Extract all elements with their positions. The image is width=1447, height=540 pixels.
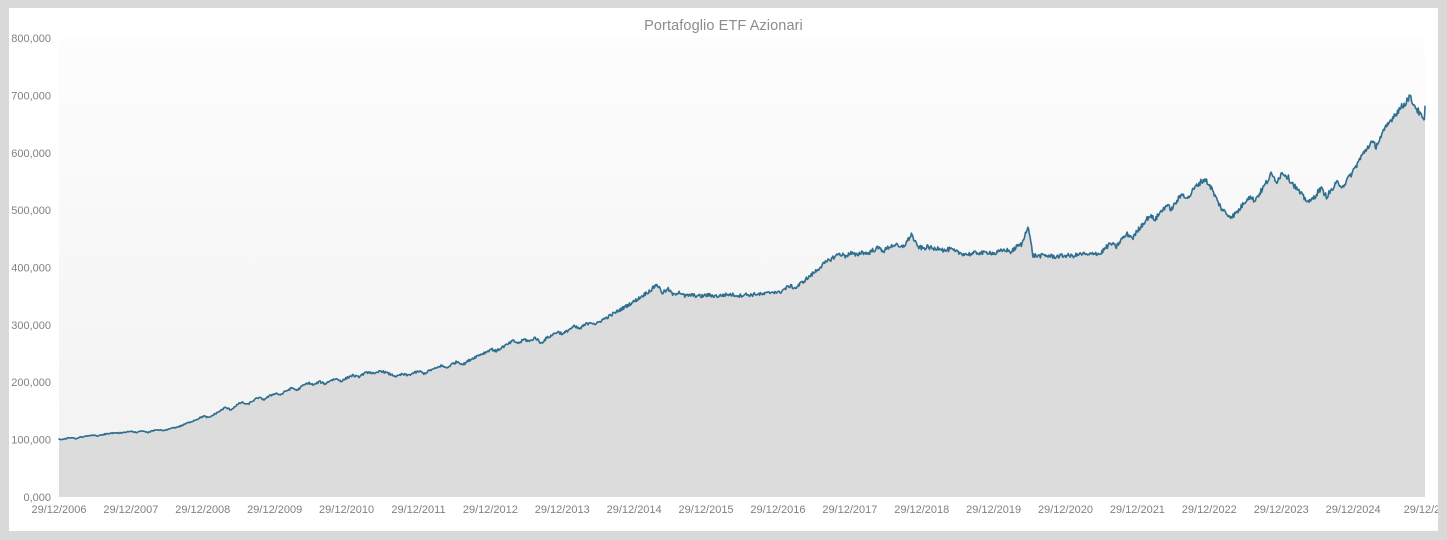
series-area	[59, 95, 1425, 497]
x-axis-tick-label: 29/12/2018	[894, 504, 949, 516]
series-line	[58, 94, 1426, 441]
x-axis-tick-label: 29/12/2021	[1110, 504, 1165, 516]
x-axis-tick-label: 29/12/2014	[607, 504, 662, 516]
y-axis-tick-label: 500,000	[11, 205, 51, 217]
x-axis-tick-label: 29/12/2019	[966, 504, 1021, 516]
x-axis-tick-label: 29/12/2016	[750, 504, 805, 516]
chart-title: Portafoglio ETF Azionari	[644, 18, 803, 34]
chart-plot: 0,000 100,000 200,000 300,000 400,000 500,000…	[11, 33, 1438, 516]
y-axis-tick-label: 100,000	[11, 435, 51, 447]
y-axis-tick-label: 200,000	[11, 377, 51, 389]
series-area-fill	[59, 95, 1425, 497]
x-axis-ticks: 29/12/2006 29/12/2007 29/12/2008 29/12/2009…	[31, 504, 1438, 516]
x-axis-tick-label: 29/12/2015	[679, 504, 734, 516]
x-axis-tick-label: 29/12/2009	[247, 504, 302, 516]
x-axis-tick-label: 29/12/2006	[31, 504, 86, 516]
x-axis-tick-label: 29/12/2011	[391, 504, 445, 516]
x-axis-tick-label: 29/12/2022	[1182, 504, 1237, 516]
y-axis-tick-label: 600,000	[11, 148, 51, 160]
x-axis-tick-label: 29/12/2023	[1254, 504, 1309, 516]
x-axis-tick-label: 29/12/2020	[1038, 504, 1093, 516]
y-axis-tick-label: 0,000	[23, 492, 51, 504]
y-axis-tick-label: 800,000	[11, 33, 51, 45]
y-axis-tick-label: 400,000	[11, 262, 51, 274]
y-axis-tick-label: 300,000	[11, 320, 51, 332]
x-axis-tick-label: 29/12/2013	[535, 504, 590, 516]
y-axis-ticks: 0,000 100,000 200,000 300,000 400,000 500,000…	[11, 33, 51, 504]
x-axis-tick-label: 29/12/2008	[175, 504, 230, 516]
x-axis-tick-label: 29/12/2007	[103, 504, 158, 516]
x-axis-tick-label: 29/12/2012	[463, 504, 518, 516]
chart-canvas: Portafoglio ETF Azionari 0,000 100,000 200…	[9, 8, 1438, 531]
x-axis-tick-label: 29/12/20	[1404, 504, 1438, 516]
x-axis-tick-label: 29/12/2017	[822, 504, 877, 516]
x-axis-tick-label: 29/12/2024	[1326, 504, 1381, 516]
y-axis-tick-label: 700,000	[11, 90, 51, 102]
x-axis-tick-label: 29/12/2010	[319, 504, 374, 516]
series-line-path	[58, 94, 1426, 441]
